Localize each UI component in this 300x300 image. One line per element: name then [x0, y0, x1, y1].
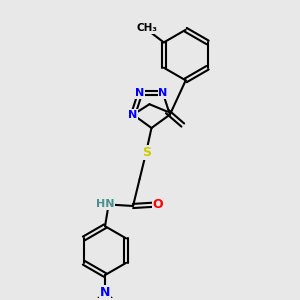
- Text: CH₃: CH₃: [137, 23, 158, 33]
- Text: N: N: [158, 88, 167, 98]
- Text: N: N: [128, 110, 138, 120]
- Text: N: N: [136, 88, 145, 98]
- Text: S: S: [142, 146, 151, 159]
- Text: HN: HN: [96, 200, 114, 209]
- Text: O: O: [152, 198, 163, 211]
- Text: N: N: [100, 286, 110, 299]
